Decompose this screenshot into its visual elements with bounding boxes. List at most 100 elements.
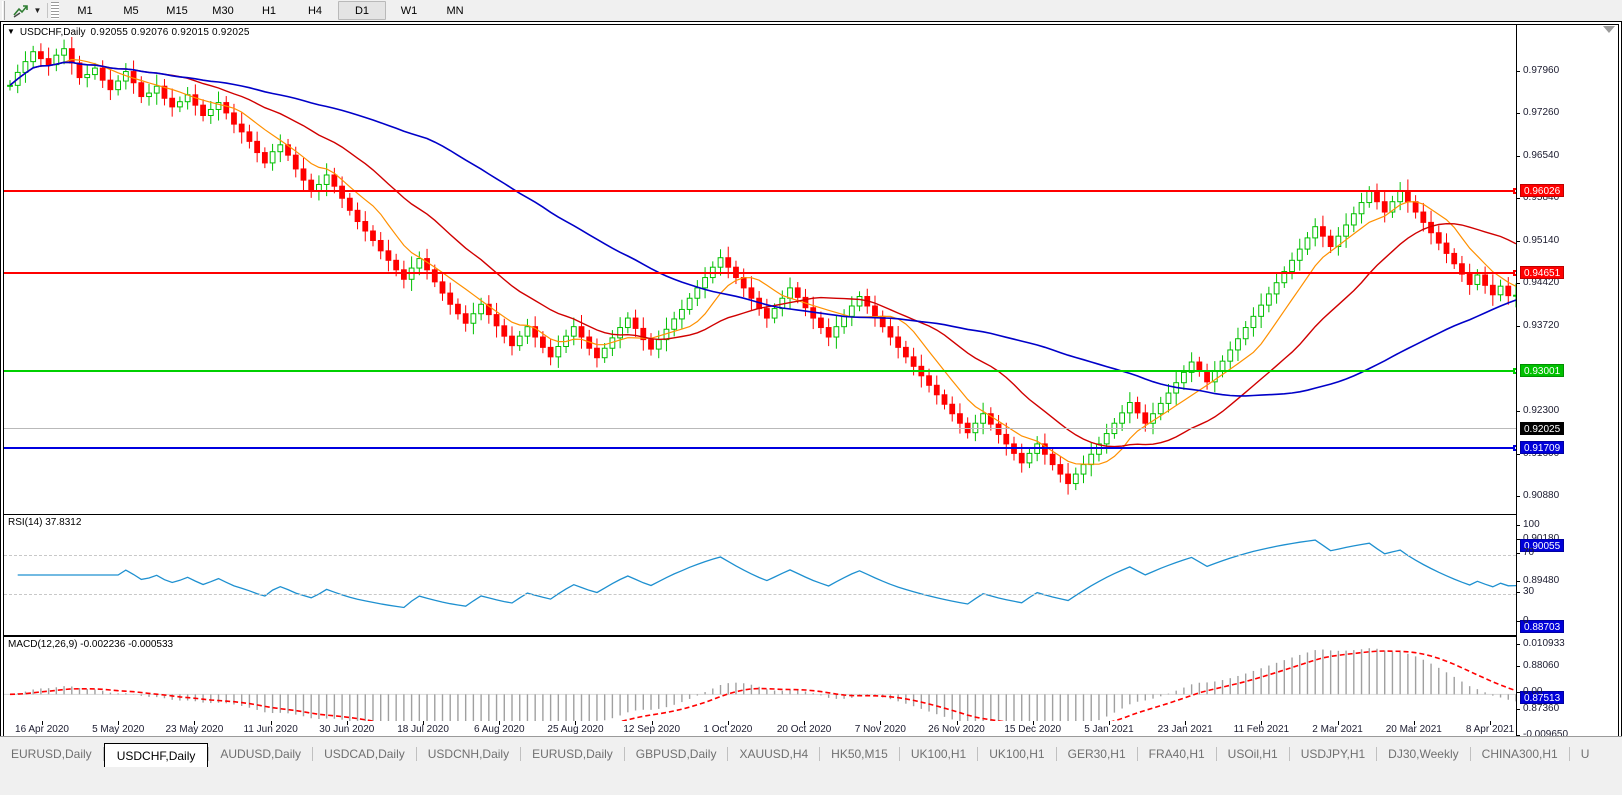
tab-separator [1568,747,1570,761]
chart-tab-uk100-h1[interactable]: UK100,H1 [989,747,1045,761]
tab-separator [102,747,104,761]
chart-tab-china300-h1[interactable]: CHINA300,H1 [1481,747,1558,761]
chart-tab-xauusd-h4[interactable]: XAUUSD,H4 [739,747,809,761]
date-tick [804,721,806,725]
timeframe-m1[interactable]: M1 [77,4,93,17]
chart-canvas[interactable]: ▼ USDCHF,Daily 0.92055 0.92076 0.92015 0… [3,24,1619,741]
chart-tab-audusd-daily[interactable]: AUDUSD,Daily [220,747,302,761]
date-tick-label: 20 Oct 2020 [776,724,832,735]
macd-tick-label: 0.00 [1523,686,1543,697]
macd-tick-label: -0.009650 [1523,729,1569,740]
chart-menu-caret-icon[interactable]: ▼ [7,27,15,36]
last-price-092025[interactable]: 0.92025 [1520,422,1565,435]
tab-separator [623,747,625,761]
chart-header: ▼ USDCHF,Daily 0.92055 0.92076 0.92015 0… [4,25,250,39]
rsi-tick-label: 100 [1523,519,1540,530]
timeframe-h1[interactable]: H1 [261,4,277,17]
price-tick-label: 0.88060 [1523,660,1560,671]
price-pane[interactable] [4,25,1516,512]
price-tick-label: 0.90180 [1523,533,1559,544]
tick-dash [1517,553,1520,554]
support-level-091709[interactable]: 0.91709 [1520,441,1565,454]
pivot-level-093001-handle[interactable] [1513,368,1516,374]
resistance-level-096026[interactable]: 0.96026 [1520,184,1565,197]
rsi-pane[interactable]: RSI(14) 37.8312 [4,514,1516,636]
rsi-label: RSI(14) 37.8312 [8,517,82,528]
chart-tab-gbpusd-daily[interactable]: GBPUSD,Daily [635,747,717,761]
resistance-level-094651-line[interactable] [4,272,1516,274]
chart-tab-usdcad-daily[interactable]: USDCAD,Daily [324,747,405,761]
dropdown-caret-icon[interactable]: ▼ [33,6,42,15]
date-tick [1490,721,1491,725]
rsi-tick-label: 0 [1523,615,1529,626]
chart-tab-uk100-h1[interactable]: UK100,H1 [910,747,967,761]
support-level-091709-handle[interactable] [1513,445,1516,451]
date-tick [346,721,348,725]
tab-separator [977,747,979,761]
timeframe-mn[interactable]: MN [446,4,464,17]
rsi-oversold-guide [4,594,1516,595]
tick-dash [1517,326,1520,327]
date-tick-label: 1 Oct 2020 [703,724,753,735]
tick-dash [1517,592,1520,593]
price-tick-label: 0.87360 [1523,703,1560,714]
tick-dash [1517,735,1520,736]
tick-dash [1517,156,1520,157]
chart-tab-ger30-h1[interactable]: GER30,H1 [1067,747,1126,761]
pivot-level-093001[interactable]: 0.93001 [1520,364,1565,377]
chart-tab-dj30-weekly[interactable]: DJ30,Weekly [1388,747,1459,761]
date-tick [651,721,653,725]
support-level-090055[interactable]: 0.90055 [1520,539,1565,552]
chart-template-icon[interactable] [9,1,31,20]
timeframe-h4[interactable]: H4 [307,4,323,17]
resistance-level-094651[interactable]: 0.94651 [1520,266,1565,279]
date-tick-label: 20 Mar 2021 [1385,724,1442,735]
date-tick-label: 23 Jan 2021 [1157,724,1213,735]
price-tick-label: 0.95140 [1523,235,1560,246]
date-tick [270,721,272,725]
date-tick-label: 11 Feb 2021 [1233,724,1290,735]
tick-dash [1517,666,1520,667]
date-tick-label: 25 Aug 2020 [547,724,604,735]
chart-tab-hk50-m15[interactable]: HK50,M15 [831,747,888,761]
support-level-088703[interactable]: 0.88703 [1520,620,1565,633]
resistance-level-094651-handle[interactable] [1513,270,1516,276]
timeframe-m30[interactable]: M30 [212,4,234,17]
date-tick-label: 5 May 2020 [92,724,145,735]
support-level-087513[interactable]: 0.87513 [1520,691,1565,704]
chart-tab-usoil-h1[interactable]: USOil,H1 [1227,747,1278,761]
rsi-overbought-guide [4,555,1516,556]
timeframe-m5[interactable]: M5 [123,4,139,17]
chart-tab-u[interactable]: U [1580,747,1590,761]
chart-tab-eurusd-daily[interactable]: EURUSD,Daily [11,747,92,761]
price-tick-label: 0.94420 [1523,277,1560,288]
tab-separator [1376,747,1378,761]
resistance-level-096026-line[interactable] [4,190,1516,192]
chart-tab-bar[interactable]: EURUSD,Daily USDCHF,Daily AUDUSD,Daily USDC… [0,736,1622,795]
price-scale-axis[interactable]: 0.97960 0.97260 0.96540 0.95840 0.95140 0.944… [1516,25,1618,741]
timeframe-grip[interactable] [51,2,59,19]
tick-dash [1517,113,1520,114]
date-tick [1185,721,1187,725]
tick-dash [1517,71,1520,72]
date-tick-label: 2 Mar 2021 [1312,724,1363,735]
chart-window[interactable]: ▼ USDCHF,Daily 0.92055 0.92076 0.92015 0… [0,21,1622,743]
resistance-level-096026-handle[interactable] [1513,188,1516,194]
timeframe-m15[interactable]: M15 [166,4,188,17]
tab-separator [1215,747,1217,761]
timeframe-w1[interactable]: W1 [400,4,418,17]
chart-tab-usdcnh-daily[interactable]: USDCNH,Daily [427,747,510,761]
date-tick [1032,721,1034,725]
tick-dash [1517,411,1520,412]
support-level-091709-line[interactable] [4,447,1516,449]
timeframe-d1[interactable]: D1 [338,1,386,20]
toolbar-grip[interactable] [2,1,9,20]
chart-tab-fra40-h1[interactable]: FRA40,H1 [1148,747,1205,761]
pivot-level-093001-line[interactable] [4,370,1516,372]
tick-dash [1517,198,1520,199]
chart-tab-usdjpy-h1[interactable]: USDJPY,H1 [1300,747,1366,761]
chart-tab-eurusd-daily[interactable]: EURUSD,Daily [532,747,613,761]
scroll-indicator-icon[interactable] [1603,26,1615,33]
chart-tab-usdchf-daily[interactable]: USDCHF,Daily [103,743,209,767]
